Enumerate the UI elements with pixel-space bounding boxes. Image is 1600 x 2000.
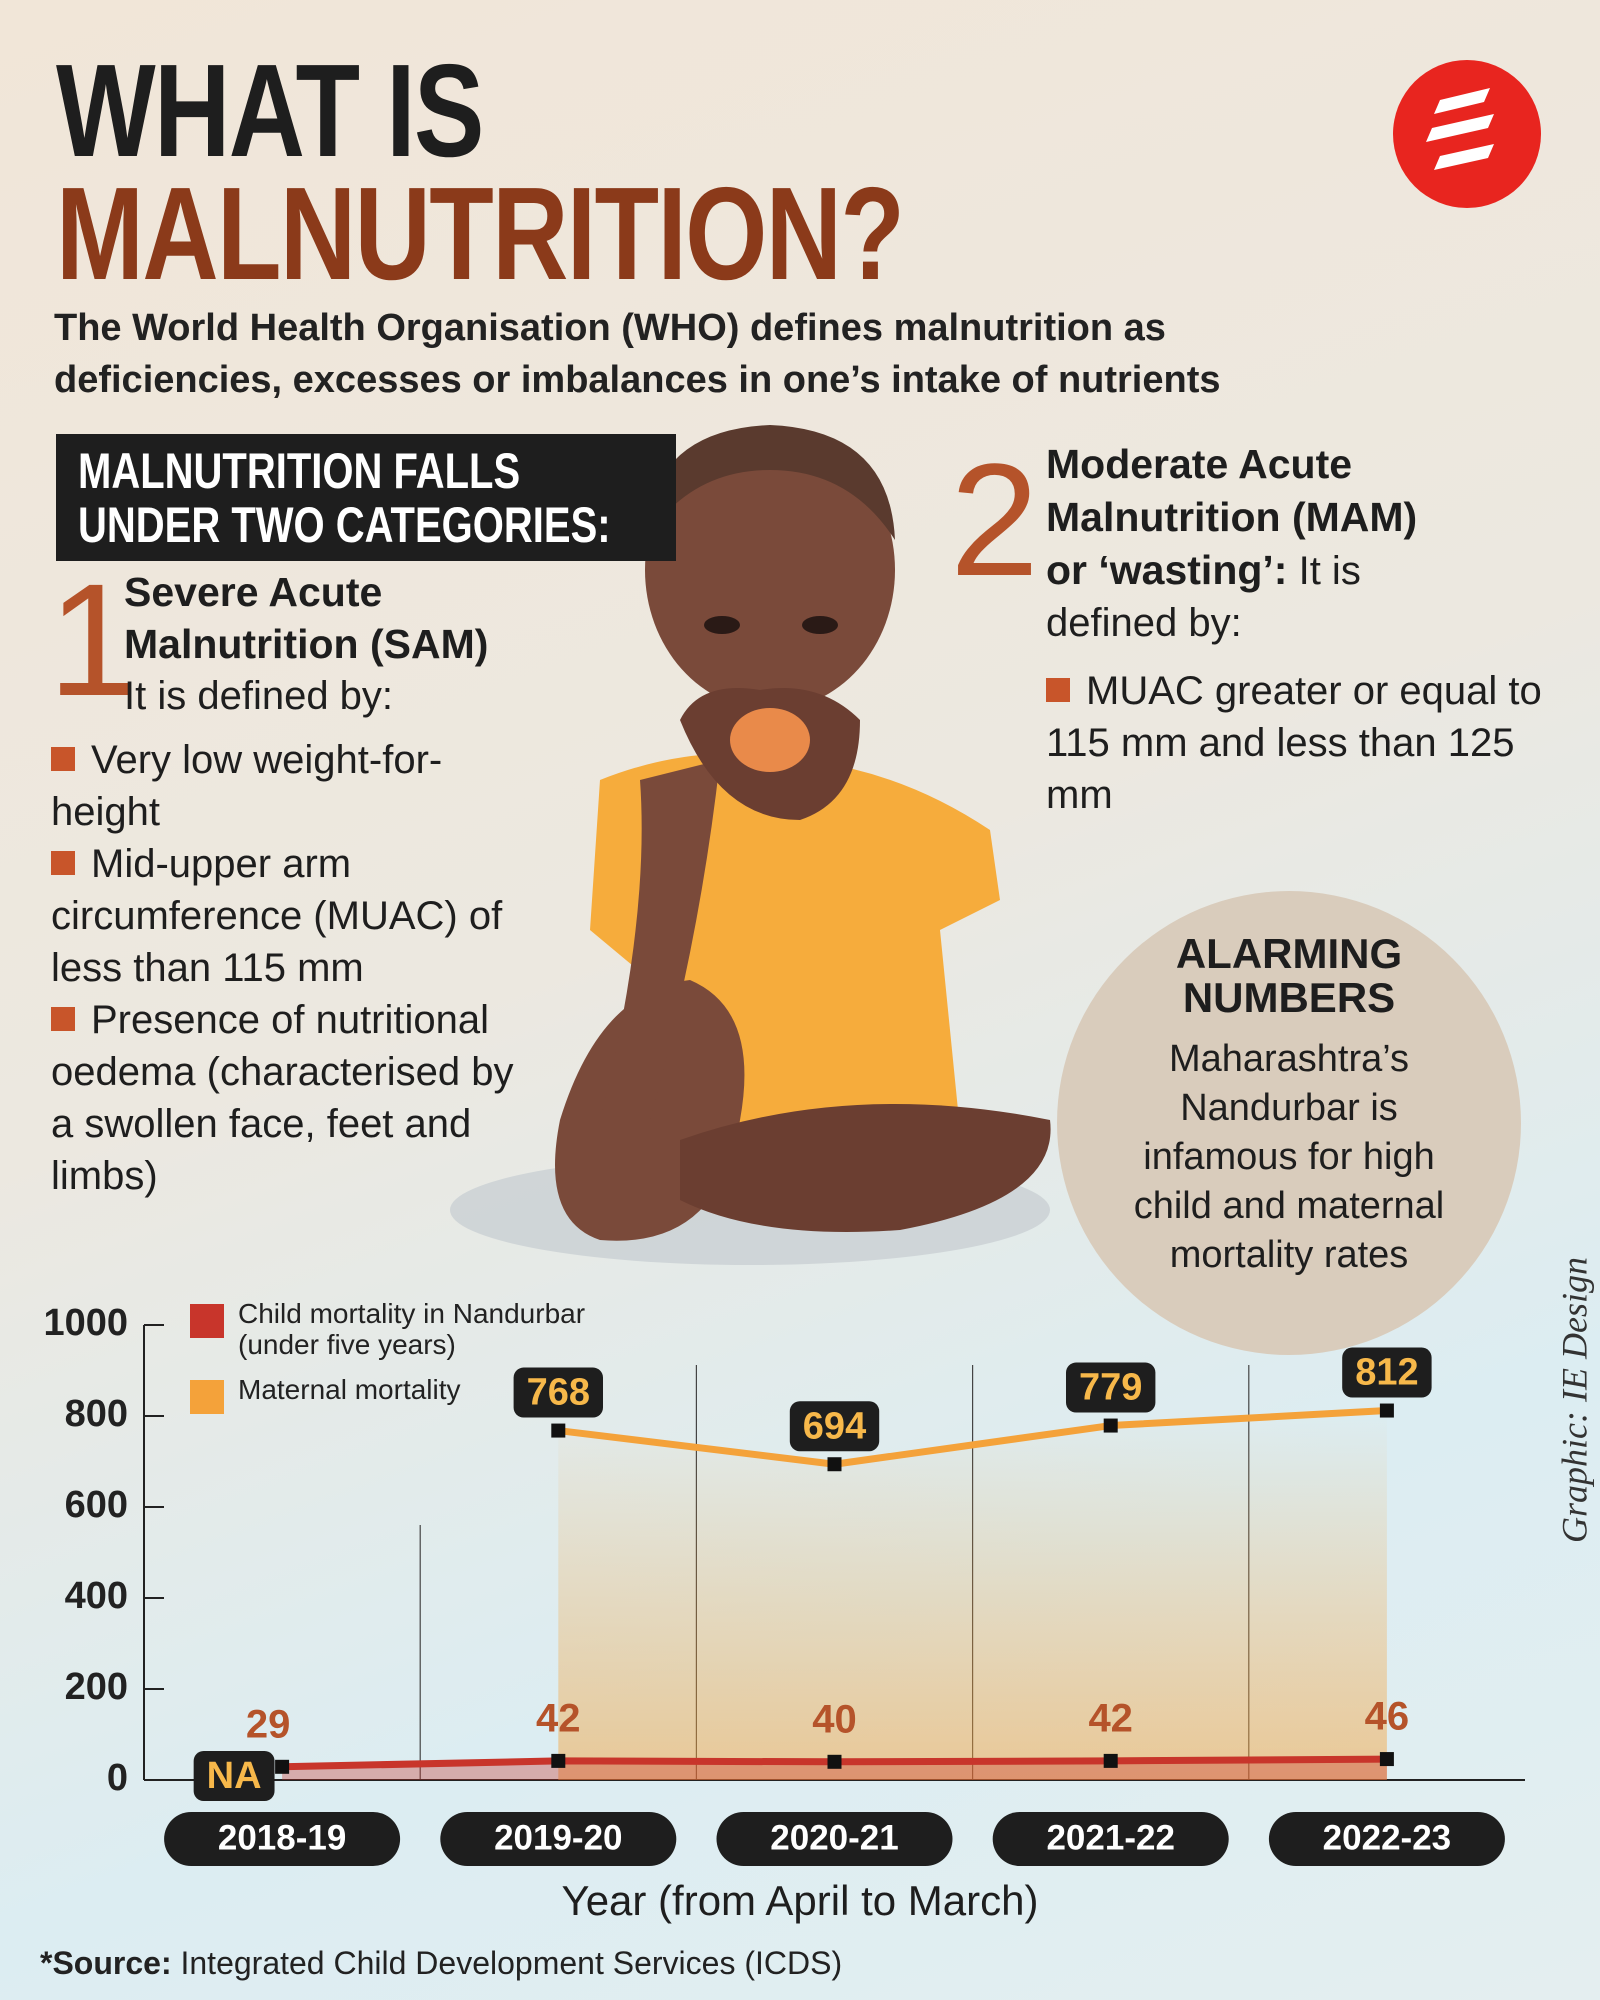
title-line2: MALNUTRITION? — [56, 160, 905, 307]
sam-defined-by: It is defined by: — [124, 674, 394, 718]
marker — [1379, 1403, 1394, 1418]
criterion: Presence of nutritional oedema (characte… — [51, 994, 521, 1202]
value-label: 812 — [1355, 1352, 1418, 1394]
criterion-text: MUAC greater or equal to 115 mm and less… — [1046, 669, 1542, 817]
y-tick-label: 0 — [107, 1757, 128, 1799]
x-tick-pill — [992, 1812, 1229, 1866]
marker — [827, 1754, 842, 1769]
value-label: 42 — [536, 1696, 581, 1740]
sam-number: 1 — [48, 550, 137, 729]
criterion-text: Very low weight-for-height — [51, 738, 443, 834]
x-tick-label: 2020-21 — [770, 1818, 898, 1857]
marker — [1103, 1418, 1118, 1433]
credit: Graphic: IE Design — [1554, 1257, 1594, 1543]
y-tick-label: 800 — [65, 1393, 128, 1435]
value-label-bg — [1342, 1347, 1432, 1398]
y-tick-label: 200 — [65, 1666, 128, 1708]
line — [557, 1407, 1388, 1468]
y-tick-label: 1000 — [43, 1302, 128, 1344]
legend-item: Maternal mortality — [190, 1374, 628, 1414]
mam-number: 2 — [950, 430, 1039, 609]
x-tick-label: 2019-20 — [494, 1818, 622, 1857]
categories-box: MALNUTRITION FALLS UNDER TWO CATEGORIES: — [56, 434, 676, 561]
chart: 0 200 400 600 800 1000 2018-19 2019-20 2020-21 20… — [43, 1302, 1525, 1924]
criterion-text: Mid-upper arm circumference (MUAC) of le… — [51, 842, 503, 990]
logo — [1393, 60, 1541, 208]
criterion: Very low weight-for-height — [51, 734, 521, 838]
x-tick-label: 2021-22 — [1046, 1818, 1174, 1857]
criterion: MUAC greater or equal to 115 mm and less… — [1046, 665, 1556, 821]
value-label: NA — [207, 1755, 262, 1797]
x-tick-pill — [1268, 1812, 1505, 1866]
value-label: 779 — [1079, 1367, 1142, 1409]
legend-swatch — [190, 1304, 224, 1338]
value-label: 46 — [1365, 1695, 1410, 1739]
legend-swatch — [190, 1380, 224, 1414]
sam-title: Severe Acute Malnutrition (SAM) — [124, 569, 489, 667]
value-label: 29 — [246, 1702, 291, 1746]
y-tick-label: 400 — [65, 1575, 128, 1617]
legend-label: Child mortality in Nandurbar (under five… — [238, 1298, 586, 1360]
x-tick-label: 2022-23 — [1323, 1818, 1451, 1857]
mam-title: Moderate Acute Malnutrition (MAM) or ‘wa… — [1046, 441, 1418, 593]
callout-title: ALARMING NUMBERS — [1175, 930, 1403, 1021]
legend: Child mortality in Nandurbar (under five… — [190, 1298, 628, 1428]
source: *Source: Integrated Child Development Se… — [40, 1945, 842, 1982]
callout-circle — [1057, 891, 1521, 1355]
area — [558, 1410, 1387, 1780]
marker — [1103, 1753, 1118, 1768]
intro-line: The World Health Organisation (WHO) defi… — [54, 307, 1166, 349]
value-label-bg — [513, 1367, 604, 1418]
value-label-bg — [1065, 1362, 1156, 1413]
marker — [1379, 1752, 1394, 1767]
mam-criteria: MUAC greater or equal to 115 mm and less… — [1046, 665, 1556, 821]
criterion-text: Presence of nutritional oedema (characte… — [51, 998, 514, 1198]
value-label-bg — [789, 1401, 880, 1452]
categories-box-text: MALNUTRITION FALLS UNDER TWO CATEGORIES: — [78, 443, 611, 553]
mam-heading: Moderate Acute Malnutrition (MAM) or ‘wa… — [1046, 438, 1466, 649]
y-tick-label: 600 — [65, 1484, 128, 1526]
source-label: *Source: — [40, 1945, 172, 1981]
child-illustration — [450, 425, 1051, 1265]
x-tick-pill — [440, 1812, 677, 1866]
criterion: Mid-upper arm circumference (MUAC) of le… — [51, 838, 521, 994]
marker — [827, 1457, 842, 1472]
x-tick-label: 2018-19 — [218, 1818, 346, 1857]
x-tick-pill — [716, 1812, 953, 1866]
x-axis-label: Year (from April to March) — [562, 1877, 1039, 1924]
source-text: Integrated Child Development Services (I… — [180, 1945, 843, 1981]
intro-line: deficiencies, excesses or imbalances in … — [54, 359, 1221, 401]
value-label-bg — [193, 1751, 275, 1801]
legend-item: Child mortality in Nandurbar (under five… — [190, 1298, 628, 1360]
sam-criteria: Very low weight-for-height Mid-upper arm… — [51, 734, 521, 1202]
marker — [275, 1759, 290, 1774]
value-label: 40 — [812, 1697, 857, 1741]
title-line1: WHAT IS — [56, 37, 484, 184]
value-label: 768 — [527, 1372, 590, 1414]
callout-text: Maharashtra’s Nandurbar is infamous for … — [1133, 1038, 1445, 1276]
x-tick-pill — [164, 1812, 401, 1866]
mam-defined-by: It is defined by: — [1046, 549, 1361, 645]
marker — [551, 1423, 566, 1438]
value-label: 694 — [803, 1405, 866, 1447]
value-label: 42 — [1088, 1696, 1133, 1740]
marker — [551, 1753, 566, 1768]
legend-label: Maternal mortality — [238, 1374, 461, 1405]
